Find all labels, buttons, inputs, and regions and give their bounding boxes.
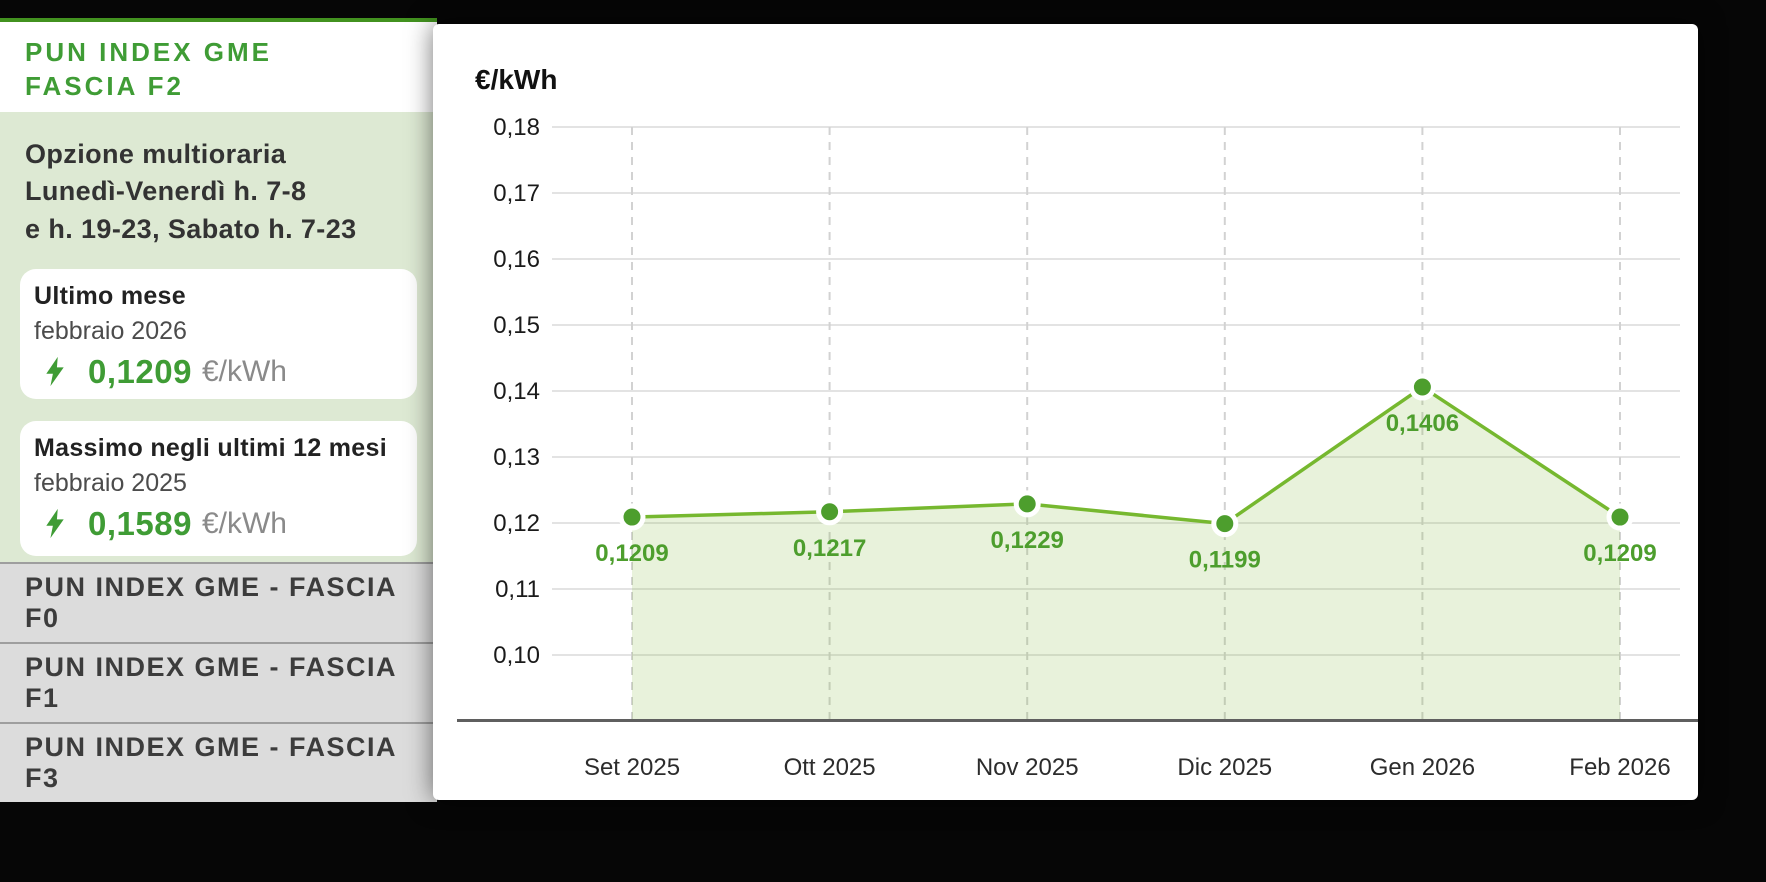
page-title-line1: PUN INDEX GME xyxy=(25,37,273,67)
chart-unit-label: €/kWh xyxy=(475,64,558,95)
max-12-months-title: Massimo negli ultimi 12 mesi xyxy=(34,433,387,462)
point-value-label: 0,1199 xyxy=(1189,547,1261,574)
y-tick-label: 0,14 xyxy=(493,378,540,405)
max-12-months-card: Massimo negli ultimi 12 mesi febbraio 20… xyxy=(20,420,417,556)
max-12-months-value: 0,1589 xyxy=(88,504,192,542)
y-tick-label: 0,15 xyxy=(493,312,540,339)
nav-item-fascia-f1[interactable]: PUN INDEX GME - FASCIA F1 xyxy=(0,642,437,722)
sidebar: PUN INDEX GME FASCIA F2 Opzione multiorar… xyxy=(0,18,437,802)
y-tick-label: 0,16 xyxy=(493,246,540,273)
option-panel: Opzione multioraria Lunedì-Venerdì h. 7-8… xyxy=(0,112,437,562)
latest-month-period: febbraio 2026 xyxy=(34,316,187,345)
nav-item-fascia-f3[interactable]: PUN INDEX GME - FASCIA F3 xyxy=(0,722,437,802)
page-title-line2: FASCIA F2 xyxy=(25,70,184,101)
x-axis-month-label: Ott 2025 xyxy=(784,754,876,781)
option-description-line2: Lunedì-Venerdì h. 7-8 xyxy=(25,176,307,207)
point-value-label: 0,1209 xyxy=(1583,540,1656,567)
y-tick-label: 0,10 xyxy=(493,642,540,669)
latest-month-value: 0,1209 xyxy=(88,352,192,390)
latest-month-title: Ultimo mese xyxy=(34,281,186,310)
latest-month-card: Ultimo mese febbraio 2026 0,1209 €/kWh xyxy=(20,268,417,399)
option-description: Opzione multioraria Lunedì-Venerdì h. 7-8… xyxy=(20,136,417,248)
max-12-months-unit: €/kWh xyxy=(201,506,287,540)
nav-item-fascia-f0[interactable]: PUN INDEX GME - FASCIA F0 xyxy=(0,562,437,642)
y-tick-label: 0,11 xyxy=(495,576,540,603)
latest-month-unit: €/kWh xyxy=(201,354,287,388)
x-axis-month-label: Feb 2026 xyxy=(1569,754,1670,781)
max-12-months-period: febbraio 2025 xyxy=(34,468,187,497)
option-description-line3: e h. 19-23, Sabato h. 7-23 xyxy=(25,213,357,244)
y-tick-label: 0,17 xyxy=(493,180,540,207)
chart-point[interactable] xyxy=(618,503,646,531)
y-tick-label: 0,13 xyxy=(493,444,540,471)
chart-point[interactable] xyxy=(1408,373,1436,401)
x-axis-month-label: Dic 2025 xyxy=(1177,754,1272,781)
max-12-months-value-row: 0,1589 €/kWh xyxy=(34,505,401,543)
chart-point[interactable] xyxy=(1013,490,1041,518)
price-chart: 0,10 0,11 0,12 0,13 0,14 0,15 0,16 0,17 0,18 0,12… xyxy=(457,114,1698,781)
point-value-label: 0,1209 xyxy=(595,540,668,567)
x-axis-month-label: Set 2025 xyxy=(584,754,680,781)
chart-point[interactable] xyxy=(1211,510,1239,538)
point-value-label: 0,1406 xyxy=(1386,410,1459,437)
latest-month-value-row: 0,1209 €/kWh xyxy=(34,353,401,391)
chart-point[interactable] xyxy=(1606,503,1634,531)
fascia-nav: PUN INDEX GME - FASCIA F0 PUN INDEX GME … xyxy=(0,562,437,802)
chart-card: €/kWh 0,10 0,11 0,12 0,13 0,14 0,15 0,16 0,17 0,… xyxy=(433,24,1698,800)
option-description-line1: Opzione multioraria xyxy=(25,139,287,169)
x-axis-month-label: Nov 2025 xyxy=(976,754,1079,781)
sidebar-header: PUN INDEX GME FASCIA F2 xyxy=(0,22,437,112)
y-tick-label: 0,12 xyxy=(493,510,540,537)
page-title: PUN INDEX GME FASCIA F2 xyxy=(25,36,437,104)
point-value-label: 0,1229 xyxy=(990,527,1063,554)
point-value-label: 0,1217 xyxy=(793,535,866,562)
x-axis-month-label: Gen 2026 xyxy=(1370,754,1475,781)
chart-point[interactable] xyxy=(816,498,844,526)
y-tick-label: 0,18 xyxy=(493,114,540,141)
lightning-icon xyxy=(46,509,64,539)
lightning-icon xyxy=(46,357,64,387)
